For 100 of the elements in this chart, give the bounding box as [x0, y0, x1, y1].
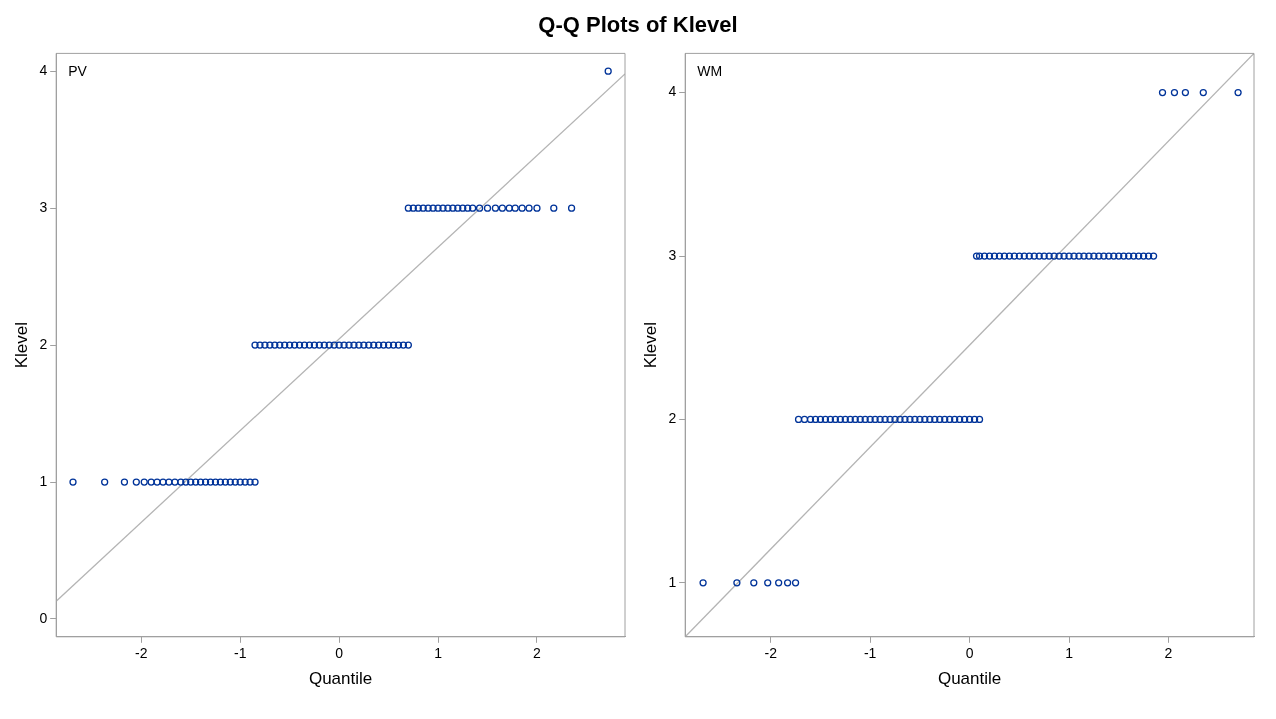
- point: [901, 415, 909, 424]
- point: [836, 415, 844, 424]
- annotation: WM: [697, 63, 723, 80]
- point: [345, 341, 353, 349]
- point: [980, 252, 989, 260]
- point: [159, 478, 167, 486]
- point: [266, 341, 274, 349]
- point: [1234, 88, 1242, 97]
- point: [140, 478, 148, 486]
- point: [1158, 88, 1167, 97]
- point: [1020, 252, 1028, 260]
- point: [1135, 252, 1143, 260]
- point: [434, 204, 442, 212]
- point: [794, 415, 803, 424]
- point: [1060, 252, 1068, 260]
- point: [375, 341, 383, 349]
- y-tick-label: 2: [39, 335, 48, 352]
- point: [171, 478, 179, 486]
- point: [459, 204, 467, 212]
- point: [211, 478, 220, 486]
- point: [271, 341, 279, 349]
- point: [970, 415, 979, 424]
- x-tick-label: 0: [335, 645, 344, 662]
- point: [69, 478, 77, 486]
- point: [1040, 252, 1048, 260]
- point: [1105, 252, 1113, 260]
- point: [498, 204, 506, 212]
- point: [1035, 252, 1043, 260]
- point: [941, 415, 949, 424]
- point: [1110, 252, 1118, 260]
- point: [775, 579, 783, 587]
- point: [404, 341, 413, 349]
- point: [360, 341, 368, 349]
- chart-title: Q-Q Plots of Klevel: [537, 11, 739, 39]
- point: [699, 579, 707, 587]
- point: [340, 341, 348, 349]
- point: [394, 341, 403, 349]
- point: [1045, 252, 1053, 260]
- point: [101, 478, 109, 486]
- point: [221, 478, 229, 486]
- point: [921, 415, 929, 424]
- point: [120, 478, 129, 486]
- point: [1100, 252, 1108, 260]
- point: [846, 415, 854, 424]
- y-tick-label: 3: [39, 199, 48, 216]
- y-tick-label: 1: [668, 573, 677, 590]
- point: [295, 341, 304, 349]
- point: [384, 341, 393, 349]
- point: [192, 478, 200, 486]
- point: [816, 415, 825, 424]
- point: [861, 415, 869, 424]
- point: [182, 478, 190, 486]
- point: [491, 204, 500, 212]
- point: [1065, 252, 1073, 260]
- point: [153, 478, 161, 486]
- point: [821, 415, 830, 424]
- point: [1010, 252, 1018, 260]
- point: [196, 478, 205, 486]
- point: [300, 341, 309, 349]
- point: [1055, 252, 1063, 260]
- point: [132, 478, 140, 486]
- y-tick-label: 0: [39, 609, 48, 626]
- point: [1149, 252, 1158, 260]
- point: [1070, 252, 1078, 260]
- point: [791, 579, 800, 587]
- point: [972, 252, 981, 260]
- point: [951, 415, 959, 424]
- point: [911, 415, 919, 424]
- y-tick-label: 2: [668, 410, 677, 427]
- point: [246, 478, 254, 486]
- x-tick-label: -1: [233, 645, 247, 662]
- x-tick-label: 2: [1164, 645, 1173, 662]
- point: [750, 579, 758, 587]
- point: [567, 204, 576, 212]
- point: [841, 415, 849, 424]
- x-tick-label: 1: [434, 645, 443, 662]
- point: [946, 415, 954, 424]
- point: [201, 478, 210, 486]
- point: [1025, 252, 1033, 260]
- point: [147, 478, 155, 486]
- point: [315, 341, 323, 349]
- point: [806, 415, 815, 424]
- x-tick-label: 0: [965, 645, 974, 662]
- y-tick-label: 4: [668, 83, 677, 100]
- point: [483, 204, 492, 212]
- point: [1120, 252, 1128, 260]
- point: [439, 204, 447, 212]
- point: [604, 67, 612, 75]
- point: [975, 415, 984, 424]
- point: [936, 415, 944, 424]
- point: [881, 415, 889, 424]
- point: [511, 204, 519, 212]
- point: [831, 415, 839, 424]
- point: [505, 204, 513, 212]
- point: [886, 415, 894, 424]
- point: [533, 204, 541, 212]
- point: [350, 341, 358, 349]
- point: [290, 341, 299, 349]
- point: [241, 478, 249, 486]
- point: [389, 341, 398, 349]
